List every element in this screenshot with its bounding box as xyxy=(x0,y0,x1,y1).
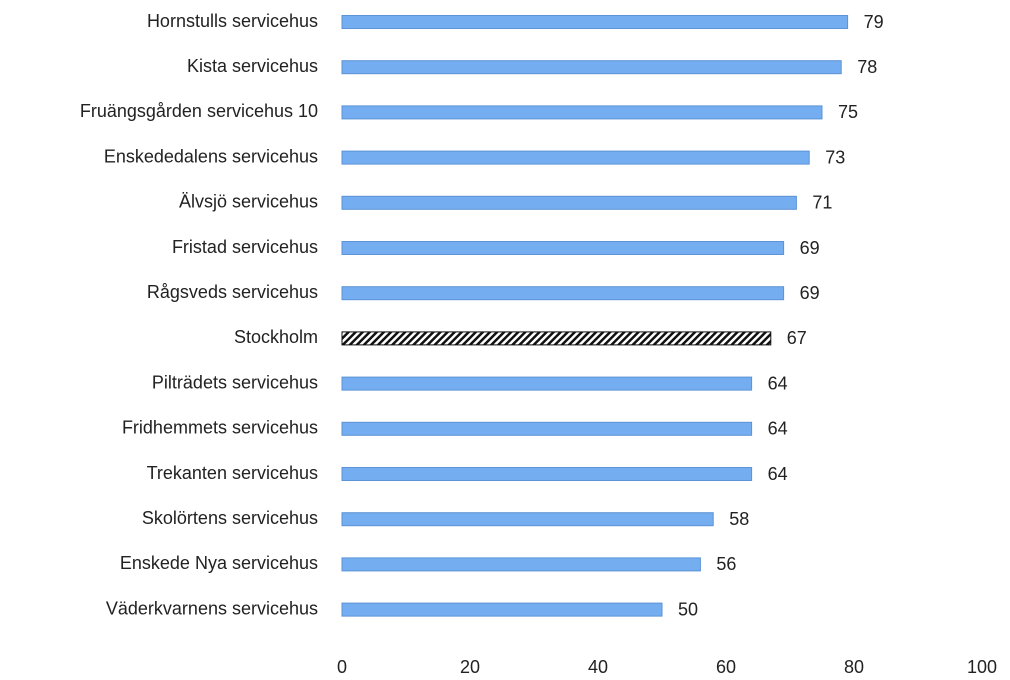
x-tick-label: 100 xyxy=(967,657,997,677)
bar xyxy=(341,195,797,210)
x-tick-label: 40 xyxy=(588,657,608,677)
value-label: 64 xyxy=(768,373,788,393)
bar xyxy=(341,557,701,572)
y-tick-label: Fridhemmets servicehus xyxy=(122,418,318,438)
bar xyxy=(341,602,663,617)
y-tick-label: Rågsveds servicehus xyxy=(147,282,318,302)
bar xyxy=(341,376,753,391)
value-label: 58 xyxy=(729,509,749,529)
y-tick-label: Stockholm xyxy=(234,327,318,347)
bar xyxy=(341,467,753,481)
bar xyxy=(341,512,714,527)
bar xyxy=(341,286,785,301)
value-label: 56 xyxy=(716,554,736,574)
x-tick-label: 80 xyxy=(844,657,864,677)
y-tick-label: Enskede Nya servicehus xyxy=(120,553,318,573)
value-label: 67 xyxy=(787,328,807,348)
y-tick-label: Fristad servicehus xyxy=(172,237,318,257)
y-tick-label: Skolörtens servicehus xyxy=(142,508,318,528)
value-label: 69 xyxy=(800,283,820,303)
bar xyxy=(341,241,785,255)
bar xyxy=(341,150,810,165)
y-tick-label: Kista servicehus xyxy=(187,56,318,76)
x-tick-label: 60 xyxy=(716,657,736,677)
bar xyxy=(341,60,842,75)
value-label: 73 xyxy=(825,147,845,167)
value-label: 75 xyxy=(838,102,858,122)
bar xyxy=(341,421,753,436)
y-tick-label: Pilträdets servicehus xyxy=(152,372,318,392)
value-label: 50 xyxy=(678,599,698,619)
value-label: 71 xyxy=(812,193,832,213)
value-label: 69 xyxy=(800,238,820,258)
bar xyxy=(341,15,849,29)
x-tick-label: 0 xyxy=(337,657,347,677)
bar xyxy=(341,331,772,346)
value-label: 78 xyxy=(857,57,877,77)
bar xyxy=(341,105,823,120)
y-tick-label: Trekanten servicehus xyxy=(147,463,318,483)
value-label: 64 xyxy=(768,419,788,439)
y-tick-label: Enskededalens servicehus xyxy=(104,146,318,166)
value-label: 64 xyxy=(768,464,788,484)
y-tick-label: Hornstulls servicehus xyxy=(147,11,318,31)
value-label: 79 xyxy=(864,12,884,32)
y-tick-label: Väderkvarnens servicehus xyxy=(106,598,318,618)
y-tick-label: Fruängsgården servicehus 10 xyxy=(80,101,318,121)
y-tick-label: Älvsjö servicehus xyxy=(179,192,318,212)
x-tick-label: 20 xyxy=(460,657,480,677)
